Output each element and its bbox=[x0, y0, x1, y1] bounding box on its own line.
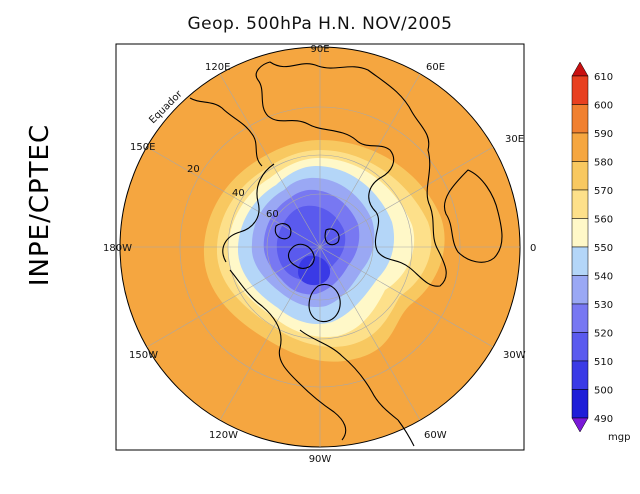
coast-greenland bbox=[308, 284, 341, 323]
latitude-labels: 20 40 60 bbox=[187, 164, 279, 220]
longitude-labels: 90E 60E 30E 0 30W 60W 90W 120W 150W 180W… bbox=[103, 44, 536, 465]
lon-label-150w: 150W bbox=[129, 350, 158, 361]
colorbar-level-label: 600 bbox=[594, 101, 613, 112]
coast-africa bbox=[444, 169, 503, 263]
colorbar-swatch bbox=[571, 132, 589, 162]
colorbar-level-label: 590 bbox=[594, 129, 613, 140]
coast-south-asia bbox=[189, 97, 263, 167]
lon-label-150e: 150E bbox=[130, 142, 155, 153]
colorbar-swatch bbox=[571, 104, 589, 134]
lon-label-90w: 90W bbox=[309, 454, 332, 465]
colorbar-level-label: 580 bbox=[594, 158, 613, 169]
coastlines bbox=[189, 61, 503, 447]
colorbar-swatch bbox=[571, 275, 589, 305]
colorbar-level-label: 570 bbox=[594, 186, 613, 197]
colorbar-swatch bbox=[571, 303, 589, 333]
lon-label-30w: 30W bbox=[503, 350, 526, 361]
colorbar-level-label: 540 bbox=[594, 272, 613, 283]
lon-label-120e: 120E bbox=[205, 62, 230, 73]
colorbar-swatch bbox=[571, 189, 589, 219]
colorbar-level-label: 520 bbox=[594, 329, 613, 340]
lat-label-40: 40 bbox=[232, 188, 245, 199]
colorbar-level-label: 560 bbox=[594, 215, 613, 226]
colorbar-swatch bbox=[571, 161, 589, 191]
coast-north-america bbox=[222, 163, 399, 441]
lon-label-0: 0 bbox=[530, 243, 536, 254]
meridian-150 bbox=[146, 146, 494, 348]
colorbar-swatch bbox=[571, 332, 589, 362]
colorbar-bottom-arrow bbox=[571, 417, 589, 433]
colorbar-swatch bbox=[571, 218, 589, 248]
lon-label-180w: 180W bbox=[103, 243, 132, 254]
colorbar-level-label: 530 bbox=[594, 300, 613, 311]
colorbar-top-arrow bbox=[571, 61, 589, 77]
lon-label-90e: 90E bbox=[310, 44, 329, 55]
colorbar-swatch bbox=[571, 360, 589, 390]
coast-arctic-islands bbox=[274, 223, 340, 269]
lat-label-60: 60 bbox=[266, 209, 279, 220]
lon-label-60w: 60W bbox=[424, 430, 447, 441]
colorbar-level-label: 550 bbox=[594, 243, 613, 254]
colorbar-level-label: 610 bbox=[594, 72, 613, 83]
colorbar-swatch bbox=[571, 389, 589, 419]
lat-label-20: 20 bbox=[187, 164, 200, 175]
colorbar-level-label: 500 bbox=[594, 386, 613, 397]
lon-label-60e: 60E bbox=[426, 62, 445, 73]
colorbar-swatch bbox=[571, 75, 589, 105]
coast-eurasia bbox=[255, 61, 447, 287]
graticule bbox=[119, 46, 521, 448]
band-500 bbox=[298, 255, 331, 286]
colorbar: 490 500 510 520 530 540 550 560 570 580 590 600 610 bbox=[571, 61, 613, 433]
lon-label-120w: 120W bbox=[209, 430, 238, 441]
lon-label-30e: 30E bbox=[505, 134, 524, 145]
colorbar-unit-label: mgp bbox=[608, 432, 630, 443]
colorbar-swatch bbox=[571, 246, 589, 276]
map-title: Geop. 500hPa H.N. NOV/2005 bbox=[187, 14, 453, 34]
colorbar-level-label: 510 bbox=[594, 357, 613, 368]
coast-south-america bbox=[397, 419, 415, 447]
colorbar-level-label: 490 bbox=[594, 414, 613, 425]
